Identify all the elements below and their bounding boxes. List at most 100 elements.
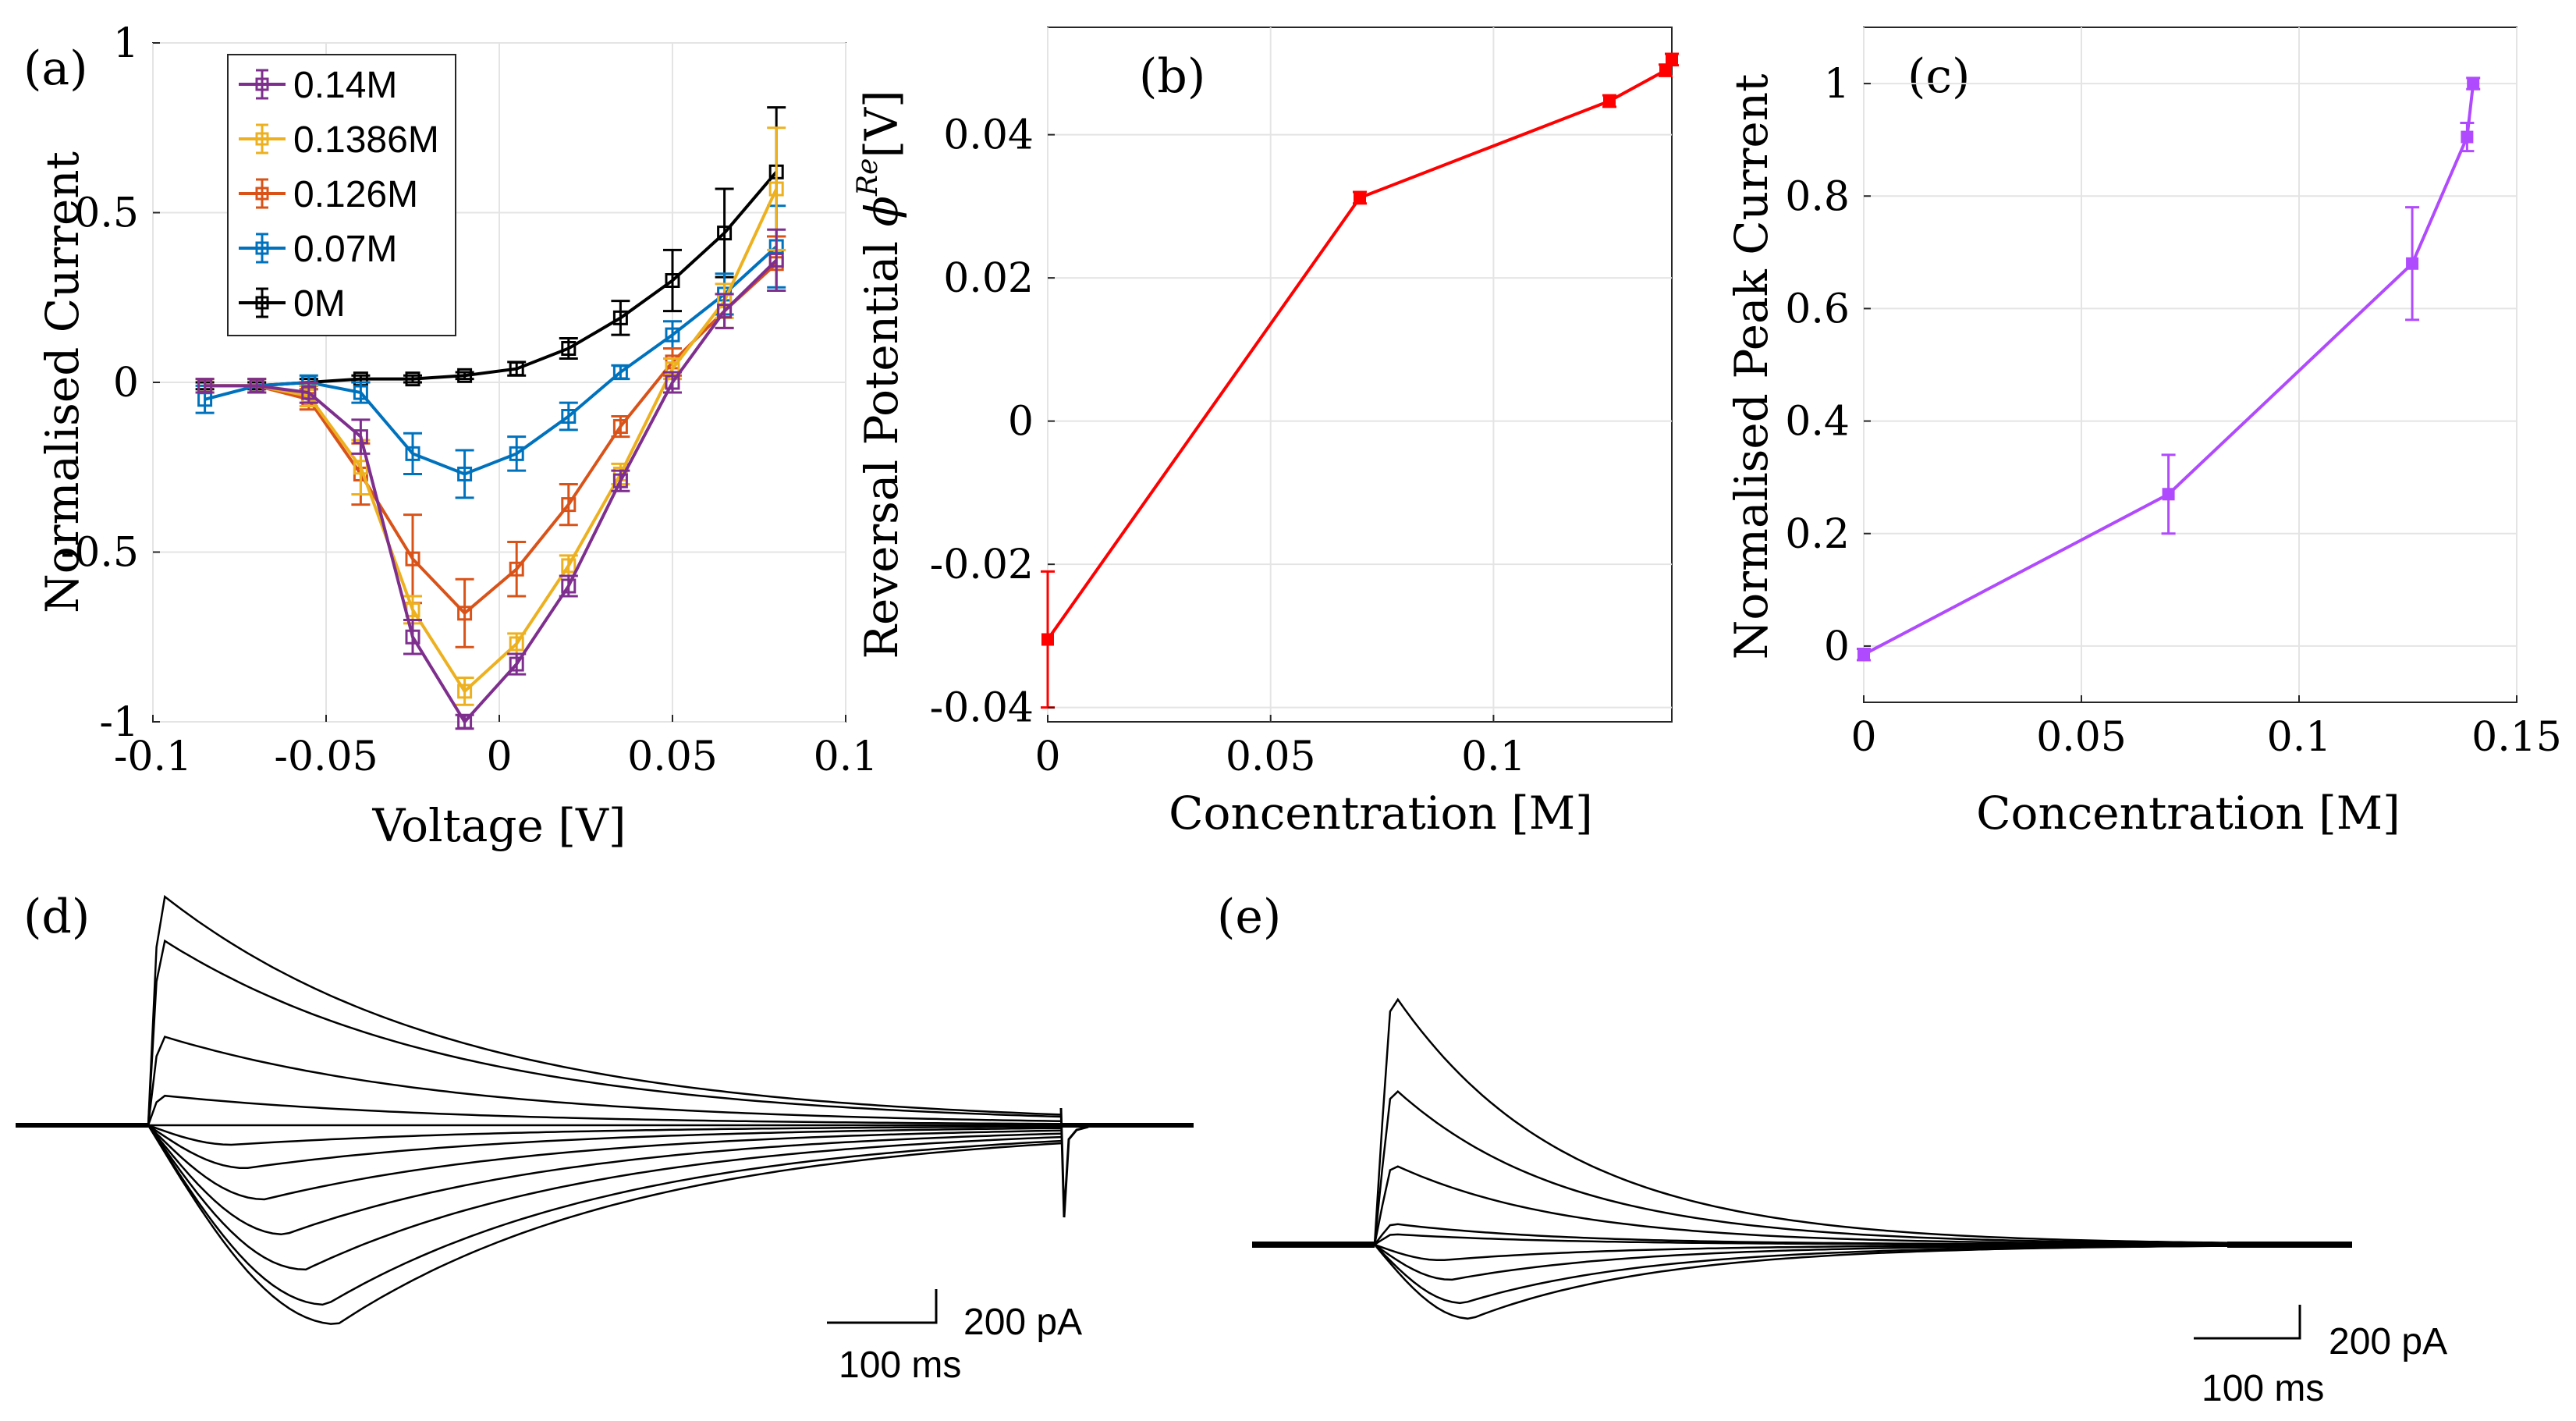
panel-a-label: (a): [23, 41, 88, 96]
panel-d-traces: [16, 894, 1194, 1325]
current-trace: [1373, 997, 2228, 1245]
current-trace: [147, 1124, 1062, 1306]
data-point: [457, 466, 473, 481]
current-trace: [1374, 1243, 2228, 1281]
data-point: [509, 656, 524, 672]
data-point: [457, 714, 473, 730]
data-point: [353, 385, 368, 400]
data-point: [509, 361, 524, 377]
data-point: [665, 273, 680, 288]
current-trace: [1374, 1244, 2228, 1320]
x-tick-label: 0: [1850, 714, 1876, 761]
y-tick-label: 0.8: [1785, 173, 1850, 220]
data-point: [2162, 488, 2175, 501]
data-point: [561, 497, 577, 513]
panel-e-label: (e): [1217, 890, 1281, 944]
x-tick-label: 0.05: [1226, 734, 1316, 780]
y-tick-label: -0.02: [930, 542, 1034, 588]
y-tick-label: -1: [99, 699, 139, 746]
legend-marker: [255, 187, 269, 201]
current-trace: [1373, 1090, 2228, 1245]
panel-b-label: (b): [1139, 49, 1205, 104]
legend-marker: [255, 241, 269, 255]
panel-c-axes-box: [1863, 27, 2517, 703]
data-point: [405, 551, 420, 567]
current-trace: [147, 1036, 1062, 1126]
panel-e-traces: [1252, 997, 2352, 1320]
panel-e-scale-current: 200 pA: [2329, 1321, 2447, 1362]
current-trace: [147, 1124, 1062, 1201]
current-trace: [1374, 1244, 2227, 1305]
data-point: [1603, 94, 1616, 108]
data-point: [665, 375, 680, 390]
current-trace: [147, 1124, 1062, 1325]
legend-label: 0.07M: [293, 229, 397, 270]
panel-b-axes-box: [1047, 27, 1673, 723]
panel-c-ticks: 0 0.05 0.1 0.15 0 0.2 0.4 0.6 0.8 1: [1785, 61, 2562, 761]
panel-b: (b) 0 0.05 0.1 -0.04 -0.02 0 0.02 0.04 Concentr…: [852, 27, 1679, 840]
y-tick-label: 0: [113, 360, 139, 407]
y-tick-label: 0.5: [74, 190, 139, 237]
data-point: [2461, 130, 2474, 144]
panel-c-ylabel: Normalised Peak Current: [1725, 74, 1778, 660]
data-point: [612, 310, 628, 325]
x-tick-label: 0.05: [627, 734, 718, 780]
x-tick-label: 0: [486, 734, 512, 780]
data-point: [1666, 53, 1678, 66]
current-trace: [147, 1124, 1062, 1236]
x-tick-label: 0.1: [814, 734, 878, 780]
data-point: [561, 558, 577, 574]
legend-label: 0.1386M: [293, 119, 439, 161]
y-tick-label: 0.4: [1785, 399, 1850, 446]
data-point: [457, 606, 473, 621]
panel-a: (a) -0.1 -0.05 0 0.05 0.1 -1 -0.5 0 0.5 1 Voltage…: [23, 20, 878, 852]
y-tick-label: 0.2: [1785, 511, 1850, 558]
current-trace: [147, 1094, 1061, 1126]
panel-d-label: (d): [23, 890, 90, 944]
x-tick-label: 0.1: [2267, 714, 2332, 761]
current-trace: [147, 894, 1062, 1126]
data-point: [1354, 191, 1366, 204]
panel-a-xlabel: Voltage [V]: [372, 799, 626, 852]
legend-marker: [255, 77, 269, 91]
panel-b-ylabel-superscript: Re: [852, 158, 884, 197]
data-point: [561, 578, 577, 594]
panel-b-ylabel: Reversal Potential ϕRe[V]: [852, 90, 908, 659]
panel-d-scale-time: 100 ms: [839, 1345, 961, 1386]
data-point: [612, 473, 628, 488]
panel-b-series-group: [1041, 52, 1679, 709]
series-line: [204, 258, 778, 725]
legend-marker: [255, 296, 269, 310]
x-tick-label: 0.1: [1461, 734, 1526, 780]
y-tick-label: -0.5: [61, 530, 139, 577]
data-point: [405, 446, 420, 461]
data-point: [1659, 64, 1672, 77]
current-trace: [147, 939, 1062, 1126]
y-tick-label: -0.04: [930, 685, 1034, 732]
x-tick-label: -0.1: [114, 734, 192, 780]
data-point: [301, 385, 317, 400]
y-tick-label: 1: [113, 20, 139, 67]
panel-d-scale-current: 200 pA: [963, 1302, 1082, 1343]
y-tick-label: 0: [1008, 399, 1034, 446]
x-tick-label: -0.05: [274, 734, 378, 780]
data-point: [509, 636, 524, 652]
data-point: [717, 226, 733, 241]
panel-c: (c) 0 0.05 0.1 0.15 0 0.2 0.4 0.6 0.8 1 Concentra…: [1725, 27, 2562, 840]
panel-b-ylabel-text: Reversal Potential: [855, 226, 908, 659]
data-point: [509, 446, 524, 461]
x-tick-label: 0.05: [2036, 714, 2127, 761]
panel-e-scale-time: 100 ms: [2202, 1368, 2324, 1409]
x-tick-label: 0: [1034, 734, 1060, 780]
current-trace: [1373, 1165, 2227, 1245]
legend-marker: [255, 132, 269, 146]
panel-b-ylabel-symbol: ϕ: [855, 196, 908, 227]
data-point: [457, 684, 473, 699]
panel-c-series-group: [1857, 76, 2481, 662]
y-tick-label: 0: [1824, 623, 1850, 670]
panel-b-xlabel: Concentration [M]: [1169, 787, 1593, 840]
y-tick-label: 1: [1824, 61, 1850, 108]
data-point: [197, 378, 213, 393]
panel-a-ticks: -0.1 -0.05 0 0.05 0.1 -1 -0.5 0 0.5 1: [61, 20, 878, 780]
